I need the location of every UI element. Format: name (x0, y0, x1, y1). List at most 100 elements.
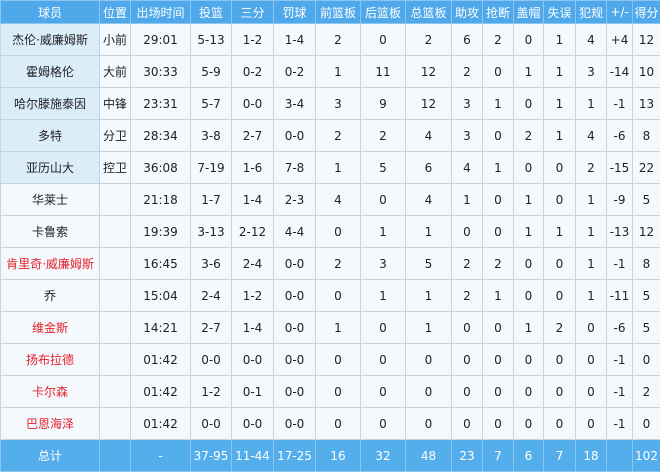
column-header-fg[interactable]: 投篮 (190, 0, 232, 24)
cell-position (99, 375, 131, 408)
column-header-player[interactable]: 球员 (0, 0, 100, 24)
cell-three-pt: 1-4 (231, 183, 274, 216)
column-header-blk[interactable]: 盖帽 (513, 0, 544, 24)
player-name[interactable]: 多特 (0, 119, 100, 152)
cell-tov: 0 (543, 407, 576, 440)
table-row: 多特 分卫 28:34 3-8 2-7 0-0 2 2 4 3 0 2 1 4 -6 8 (0, 119, 660, 152)
cell-fg: 7-19 (190, 151, 232, 184)
cell-plus-minus: -1 (606, 375, 633, 408)
player-name[interactable]: 杰伦·威廉姆斯 (0, 23, 100, 56)
cell-fg: 0-0 (190, 343, 232, 376)
cell-dreb: 0 (360, 375, 406, 408)
column-header-plus-minus[interactable]: +/- (606, 0, 633, 24)
player-name[interactable]: 卡尔森 (0, 375, 100, 408)
cell-tov: 1 (543, 55, 576, 88)
table-row: 扬布拉德 01:42 0-0 0-0 0-0 0 0 0 0 0 0 0 0 -1 0 (0, 343, 660, 376)
cell-ft: 0-0 (273, 343, 316, 376)
cell-ft: 3-4 (273, 87, 316, 120)
total-fg: 37-95 (190, 439, 232, 472)
player-name[interactable]: 霍姆格伦 (0, 55, 100, 88)
cell-oreb: 0 (315, 343, 361, 376)
cell-oreb: 1 (315, 311, 361, 344)
cell-fg: 0-0 (190, 407, 232, 440)
cell-ft: 1-4 (273, 23, 316, 56)
cell-tov: 0 (543, 343, 576, 376)
cell-plus-minus: -11 (606, 279, 633, 312)
player-name[interactable]: 扬布拉德 (0, 343, 100, 376)
player-name[interactable]: 华莱士 (0, 183, 100, 216)
cell-stl: 0 (482, 311, 514, 344)
cell-pts: 22 (632, 151, 660, 184)
table-row: 杰伦·威廉姆斯 小前 29:01 5-13 1-2 1-4 2 0 2 6 2 0 1 4 +4 12 (0, 23, 660, 56)
cell-ast: 0 (451, 407, 483, 440)
cell-pts: 5 (632, 311, 660, 344)
cell-ast: 0 (451, 311, 483, 344)
cell-reb: 0 (405, 343, 452, 376)
cell-fouls: 0 (575, 343, 607, 376)
cell-fg: 3-8 (190, 119, 232, 152)
cell-reb: 1 (405, 279, 452, 312)
cell-dreb: 5 (360, 151, 406, 184)
player-name[interactable]: 哈尔滕施泰因 (0, 87, 100, 120)
cell-fg: 5-13 (190, 23, 232, 56)
player-name[interactable]: 乔 (0, 279, 100, 312)
column-header-ft[interactable]: 罚球 (273, 0, 316, 24)
cell-oreb: 2 (315, 23, 361, 56)
cell-three-pt: 0-2 (231, 55, 274, 88)
table-row: 肯里奇·威廉姆斯 16:45 3-6 2-4 0-0 2 3 5 2 2 0 0 1 -1 8 (0, 247, 660, 280)
total-blk: 6 (513, 439, 544, 472)
table-row: 巴恩海泽 01:42 0-0 0-0 0-0 0 0 0 0 0 0 0 0 -1 0 (0, 407, 660, 440)
column-header-position[interactable]: 位置 (99, 0, 131, 24)
column-header-dreb[interactable]: 后篮板 (360, 0, 406, 24)
cell-pts: 2 (632, 375, 660, 408)
player-name[interactable]: 维金斯 (0, 311, 100, 344)
column-header-ast[interactable]: 助攻 (451, 0, 483, 24)
cell-plus-minus: +4 (606, 23, 633, 56)
cell-ast: 3 (451, 87, 483, 120)
cell-fouls: 1 (575, 279, 607, 312)
cell-ast: 0 (451, 215, 483, 248)
total-tov: 7 (543, 439, 576, 472)
total-reb: 48 (405, 439, 452, 472)
cell-plus-minus: -15 (606, 151, 633, 184)
column-header-oreb[interactable]: 前篮板 (315, 0, 361, 24)
cell-position: 中锋 (99, 87, 131, 120)
column-header-pts[interactable]: 得分 (632, 0, 660, 24)
total-stl: 7 (482, 439, 514, 472)
column-header-minutes[interactable]: 出场时间 (130, 0, 191, 24)
cell-blk: 1 (513, 183, 544, 216)
total-fouls: 18 (575, 439, 607, 472)
cell-position: 控卫 (99, 151, 131, 184)
table-row: 霍姆格伦 大前 30:33 5-9 0-2 0-2 1 11 12 2 0 1 1 3 -14 10 (0, 55, 660, 88)
cell-dreb: 0 (360, 23, 406, 56)
column-header-fouls[interactable]: 犯规 (575, 0, 607, 24)
cell-minutes: 01:42 (130, 343, 191, 376)
total-ast: 23 (451, 439, 483, 472)
cell-position (99, 407, 131, 440)
player-name[interactable]: 巴恩海泽 (0, 407, 100, 440)
column-header-stl[interactable]: 抢断 (482, 0, 514, 24)
cell-blk: 0 (513, 151, 544, 184)
cell-fouls: 1 (575, 215, 607, 248)
cell-ft: 0-0 (273, 311, 316, 344)
cell-tov: 0 (543, 183, 576, 216)
cell-tov: 2 (543, 311, 576, 344)
column-header-three-pt[interactable]: 三分 (231, 0, 274, 24)
cell-plus-minus: -14 (606, 55, 633, 88)
column-header-reb[interactable]: 总篮板 (405, 0, 452, 24)
table-body: 杰伦·威廉姆斯 小前 29:01 5-13 1-2 1-4 2 0 2 6 2 0 1 4 +4 12 霍姆格伦… (0, 23, 660, 472)
cell-plus-minus: -9 (606, 183, 633, 216)
column-header-tov[interactable]: 失误 (543, 0, 576, 24)
cell-stl: 0 (482, 407, 514, 440)
total-position (99, 439, 131, 472)
cell-dreb: 0 (360, 311, 406, 344)
cell-dreb: 9 (360, 87, 406, 120)
cell-tov: 1 (543, 87, 576, 120)
cell-oreb: 1 (315, 151, 361, 184)
player-name[interactable]: 肯里奇·威廉姆斯 (0, 247, 100, 280)
player-name[interactable]: 卡鲁索 (0, 215, 100, 248)
player-name[interactable]: 亚历山大 (0, 151, 100, 184)
cell-fg: 3-13 (190, 215, 232, 248)
total-dreb: 32 (360, 439, 406, 472)
table-row: 维金斯 14:21 2-7 1-4 0-0 1 0 1 0 0 1 2 0 -6 5 (0, 311, 660, 344)
